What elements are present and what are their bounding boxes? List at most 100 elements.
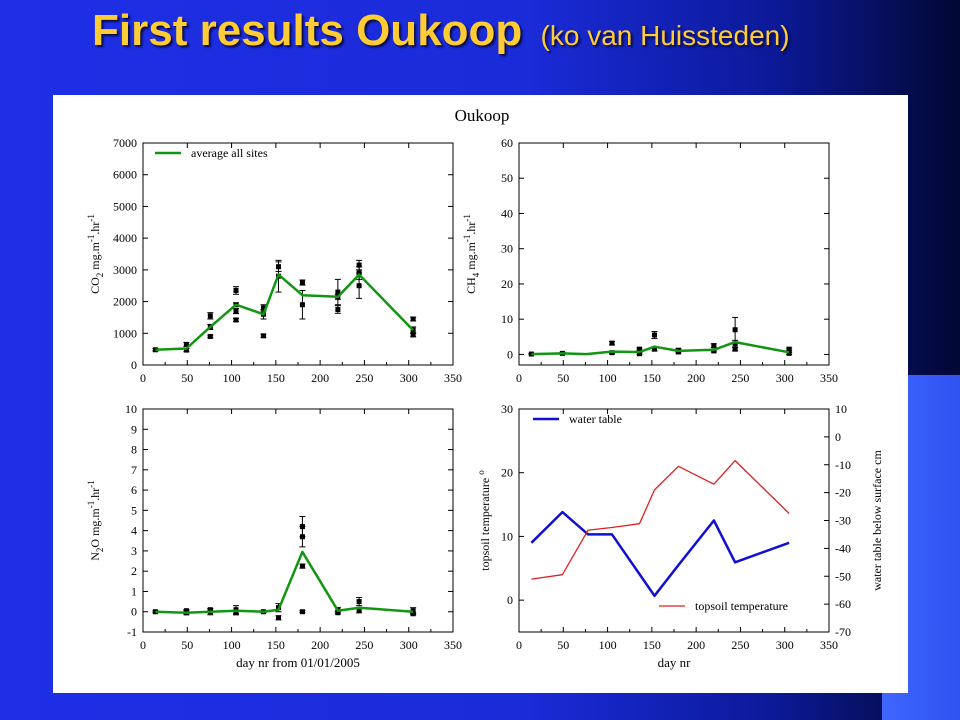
marker — [299, 524, 305, 530]
y2-axis-label-temp_water: water table below surface cm — [870, 450, 884, 591]
x-tick-label-n2o: 0 — [140, 638, 146, 652]
y-tick-label-ch4: 40 — [501, 206, 513, 220]
y-tick-label-n2o: 6 — [131, 483, 137, 497]
slide-title: First results Oukoop (ko van Huissteden) — [92, 6, 790, 56]
x-axis-label-n2o: day nr from 01/01/2005 — [236, 655, 360, 670]
x-tick-label-n2o: 150 — [267, 638, 285, 652]
data-point-co2 — [356, 272, 363, 299]
marker — [335, 289, 341, 295]
y-axis-label-temp_water: topsoil temperature o — [476, 470, 492, 571]
y-label-part: .hr — [88, 488, 102, 501]
marker — [652, 346, 658, 352]
y-label-part: topsoil temperature — [478, 475, 492, 571]
y-axis-label-n2o: N2O mg.m-1.hr-1 — [86, 480, 105, 561]
data-point-n2o — [275, 615, 282, 621]
x-axis-label-temp_water: day nr — [658, 655, 692, 670]
y-tick-label-co2: 0 — [131, 358, 137, 372]
marker — [732, 341, 738, 347]
marker — [260, 333, 266, 339]
y-label-part: .hr — [88, 222, 102, 235]
plot-frame-n2o — [142, 408, 454, 633]
data-point-ch4 — [710, 343, 717, 349]
marker — [233, 317, 239, 323]
y-tick-label-co2: 6000 — [113, 168, 137, 182]
data-point-n2o — [299, 563, 306, 569]
x-tick-label-n2o: 200 — [311, 638, 329, 652]
marker — [260, 305, 266, 311]
y-tick-label-temp_water: 10 — [501, 529, 513, 543]
y2-tick-label-temp_water: -40 — [835, 541, 851, 555]
marker — [636, 351, 642, 357]
marker — [732, 346, 738, 352]
y-tick-label-n2o: 0 — [131, 605, 137, 619]
y-tick-label-n2o: 9 — [131, 422, 137, 436]
y-label-sup: o — [476, 470, 486, 475]
marker — [732, 327, 738, 333]
y-label-sub: 4 — [471, 272, 481, 277]
y-label-part: .hr — [464, 222, 478, 235]
x-tick-label-co2: 200 — [311, 371, 329, 385]
marker — [207, 607, 213, 613]
marker — [652, 332, 658, 338]
y-tick-label-n2o: 7 — [131, 463, 137, 477]
data-point-n2o — [299, 515, 306, 538]
y-tick-label-ch4: 60 — [501, 136, 513, 150]
marker — [233, 287, 239, 293]
data-point-ch4 — [732, 346, 739, 352]
marker — [410, 332, 416, 338]
y-label-sup: -1 — [86, 214, 96, 222]
y-label-part: O — [88, 539, 102, 548]
marker — [183, 341, 189, 347]
x-tick-label-co2: 50 — [181, 371, 193, 385]
y-label-part: mg.m — [88, 508, 102, 539]
x-tick-label-ch4: 200 — [687, 371, 705, 385]
data-point-co2 — [233, 317, 239, 323]
x-tick-label-co2: 0 — [140, 371, 146, 385]
y2-tick-label-temp_water: -60 — [835, 597, 851, 611]
y-label-part: CO — [88, 277, 102, 294]
x-tick-label-temp_water: 0 — [516, 638, 522, 652]
y-label-sup: -1 — [86, 235, 96, 243]
x-tick-label-n2o: 300 — [400, 638, 418, 652]
series-line-ch4-0 — [531, 340, 790, 356]
marker — [335, 307, 341, 312]
y-tick-label-ch4: 50 — [501, 171, 513, 185]
x-tick-label-n2o: 350 — [444, 638, 462, 652]
data-point-co2 — [233, 308, 239, 315]
marker — [276, 615, 282, 621]
x-tick-label-ch4: 250 — [731, 371, 749, 385]
marker — [356, 599, 362, 605]
marker — [299, 609, 305, 615]
y2-tick-label-temp_water: 0 — [835, 430, 841, 444]
series-line-temp_water-1 — [531, 459, 790, 580]
x-tick-label-temp_water: 200 — [687, 638, 705, 652]
y2-tick-label-temp_water: 10 — [835, 402, 847, 416]
data-point-co2 — [410, 316, 417, 322]
y-tick-label-ch4: 20 — [501, 277, 513, 291]
data-point-co2 — [334, 278, 341, 306]
plot-frame-ch4 — [518, 142, 830, 366]
data-point-co2 — [233, 286, 239, 295]
marker — [410, 611, 416, 617]
y-tick-label-temp_water: 30 — [501, 402, 513, 416]
marker — [786, 346, 792, 352]
x-tick-label-n2o: 50 — [181, 638, 193, 652]
y-tick-label-co2: 4000 — [113, 231, 137, 245]
y-label-sup: -1 — [462, 214, 472, 222]
plot-frame-co2 — [142, 142, 454, 366]
y-label-part: N — [88, 552, 102, 561]
y-tick-label-n2o: 10 — [125, 402, 137, 416]
x-tick-label-co2: 100 — [223, 371, 241, 385]
marker — [207, 313, 213, 319]
marker — [299, 302, 305, 308]
slide-title-text: First results Oukoop — [92, 6, 523, 55]
y-tick-label-n2o: 8 — [131, 443, 137, 457]
marker — [356, 608, 362, 614]
legend-label-average: average all sites — [191, 146, 268, 160]
y-tick-label-ch4: 10 — [501, 312, 513, 326]
y-tick-label-n2o: -1 — [127, 625, 137, 639]
marker — [636, 346, 642, 352]
y-tick-label-temp_water: 0 — [507, 593, 513, 607]
